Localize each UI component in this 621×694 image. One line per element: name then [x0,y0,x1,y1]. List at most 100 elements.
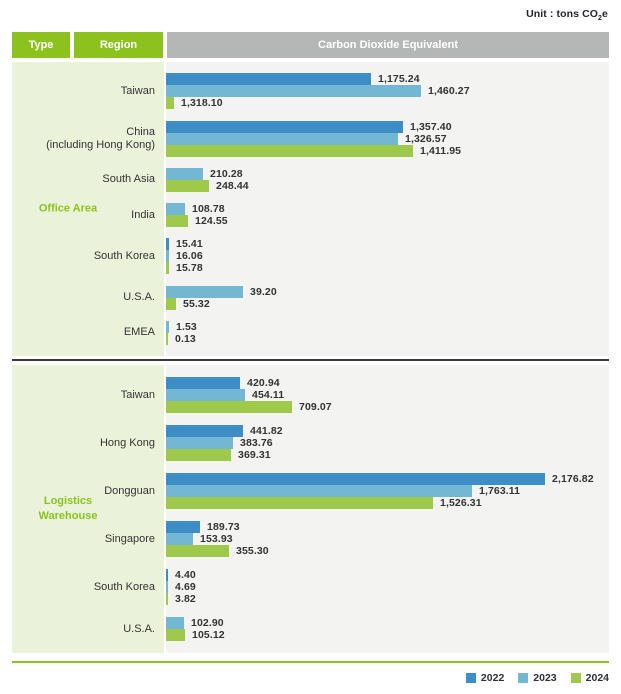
bar-group-bars: 1.53 0.13 [166,320,609,345]
region-label-line: Taiwan [120,84,155,97]
bar-2024 [166,497,433,509]
bar-2023 [166,533,193,545]
bar-value-label: 441.82 [250,425,283,437]
bar-2023 [166,617,184,629]
bar-value-label: 454.11 [252,389,285,401]
bar-group: China (including Hong Kong) 1,357.40 1,32… [12,120,609,157]
bar-value-label: 1.53 [176,320,197,333]
bar-2023 [166,320,169,333]
bar-value-label: 15.78 [176,262,203,275]
bar-row: 248.44 [166,179,609,192]
legend-item-2022: 2022 [465,672,505,684]
bar-row: 1,411.95 [166,144,609,157]
bar-value-label: 2,176.82 [552,473,594,485]
chart-section-1: Logistics Warehouse Taiwan 420.94 454.11 … [12,365,609,653]
bar-row: 369.31 [166,449,609,461]
bar-row: 4.69 [166,581,609,593]
header-region-cell: Region [74,32,163,58]
bar-group-bars: 108.78 124.55 [166,203,609,227]
bar-value-label: 16.06 [176,250,203,263]
region-label: Dongguan [12,473,164,509]
region-label-line: U.S.A. [123,291,155,303]
bar-group-bars: 420.94 454.11 709.07 [166,377,609,413]
region-label-line: India [131,208,155,221]
bar-group: Hong Kong 441.82 383.76 369.31 [12,425,609,461]
bar-2024 [166,332,168,345]
region-label: South Korea [12,569,164,605]
bar-2022 [166,521,200,533]
region-label-line: Dongguan [104,484,155,497]
bar-2023 [166,203,185,215]
bar-row: 108.78 [166,203,609,215]
legend-item-2024: 2024 [570,672,609,684]
region-label-line: U.S.A. [123,622,155,635]
region-label-line: EMEA [123,326,155,339]
type-label-line: Logistics [43,495,93,507]
bar-group-bars: 189.73 153.93 355.30 [166,521,609,557]
bottom-rule [12,661,609,663]
bar-row: 454.11 [166,389,609,401]
bar-value-label: 1,318.10 [181,97,223,110]
bar-value-label: 1,460.27 [428,85,470,98]
region-label: South Asia [12,168,164,192]
region-label-line: South Korea [93,249,155,262]
bar-value-label: 3.82 [175,593,196,605]
region-label: Singapore [12,521,164,557]
bar-group: Taiwan 420.94 454.11 709.07 [12,377,609,413]
bar-row: 383.76 [166,437,609,449]
legend-swatch-icon [518,673,529,683]
bar-row: 1.53 [166,320,609,333]
bar-value-label: 4.69 [175,581,196,593]
bar-2023 [166,581,168,593]
bar-row: 420.94 [166,377,609,389]
bar-2024 [166,545,229,557]
bar-2024 [166,629,185,641]
bar-2022 [166,425,243,437]
chart-content: Office Area Taiwan 1,175.24 1,460.27 1,3… [12,62,609,684]
bar-group: U.S.A. 102.90 105.12 [12,617,609,641]
bar-value-label: 55.32 [183,297,210,310]
bar-value-label: 1,526.31 [440,497,482,509]
legend-swatch-icon [465,673,476,683]
bar-value-label: 4.40 [175,569,196,581]
bar-group: EMEA 1.53 0.13 [12,320,609,345]
bar-2022 [166,569,168,581]
region-label: India [12,203,164,227]
bar-row: 124.55 [166,215,609,227]
bar-2024 [166,593,168,605]
chart-section-0: Office Area Taiwan 1,175.24 1,460.27 1,3… [12,62,609,356]
bar-row: 153.93 [166,533,609,545]
bar-2023 [166,132,398,145]
unit-subscript: 2 [598,15,603,23]
region-label: EMEA [12,321,164,345]
region-label: U.S.A. [12,286,164,310]
bar-row: 3.82 [166,593,609,605]
region-label-line: Hong Kong [99,436,155,449]
bar-group-bars: 2,176.82 1,763.11 1,526.31 [166,473,609,509]
legend-label: 2022 [480,672,505,684]
bar-value-label: 1,326.57 [405,132,447,145]
bar-value-label: 420.94 [247,377,280,389]
legend-label: 2023 [533,672,557,684]
type-label-line: Warehouse [38,510,98,522]
bar-2024 [166,262,169,275]
bar-2024 [166,215,188,227]
region-label: Taiwan [12,73,164,109]
section-divider [12,359,609,361]
bar-2022 [166,473,545,485]
bar-group: Singapore 189.73 153.93 355.30 [12,521,609,557]
bar-value-label: 248.44 [216,179,249,192]
bar-group-bars: 4.40 4.69 3.82 [166,569,609,605]
unit-label: Unit : tons CO2e [526,8,608,23]
bar-2022 [166,377,240,389]
bar-group-bars: 39.20 55.32 [166,285,609,310]
bar-row: 1,318.10 [166,97,609,110]
region-label: South Korea [12,238,164,274]
bar-row: 709.07 [166,401,609,413]
bar-row: 55.32 [166,297,609,310]
bar-2024 [166,401,292,413]
bar-2022 [166,238,169,251]
bar-row: 105.12 [166,629,609,641]
bar-value-label: 1,763.11 [479,485,521,497]
bar-2024 [166,297,176,310]
